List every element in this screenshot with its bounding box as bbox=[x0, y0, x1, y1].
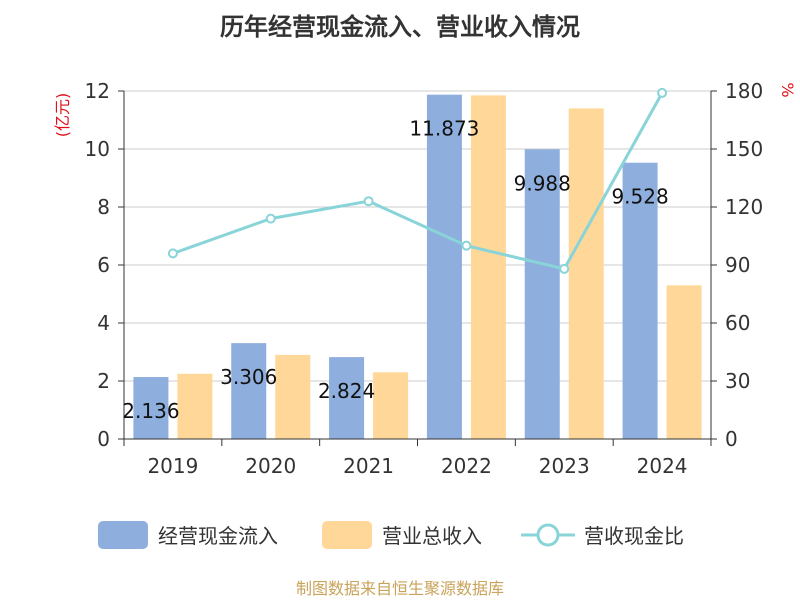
legend-label-cash-inflow: 经营现金流入 bbox=[158, 524, 278, 548]
ratio-line bbox=[167, 87, 668, 274]
ratio-point bbox=[363, 196, 374, 207]
bar-revenue bbox=[470, 95, 506, 439]
data-label-cash-inflow: 3.306 bbox=[220, 365, 277, 389]
x-tick-label: 2021 bbox=[343, 454, 394, 478]
y-left-tick-label: 6 bbox=[97, 253, 110, 277]
ratio-point bbox=[461, 240, 472, 251]
x-tick-label: 2019 bbox=[147, 454, 198, 478]
y-right-tick-label: 30 bbox=[725, 369, 750, 393]
source-note: 制图数据来自恒生聚源数据库 bbox=[296, 579, 504, 598]
x-tick-label: 2023 bbox=[539, 454, 590, 478]
y-left-tick-label: 2 bbox=[97, 369, 110, 393]
bar-revenue bbox=[177, 373, 213, 439]
y-right-tick-label: 120 bbox=[725, 195, 763, 219]
bar-cash-inflow bbox=[622, 162, 658, 440]
ratio-point bbox=[657, 87, 668, 98]
bar-cash-inflow bbox=[133, 377, 169, 439]
ratio-point bbox=[265, 213, 276, 224]
y-right-tick-label: 180 bbox=[725, 79, 763, 103]
y-right-tick-label: 60 bbox=[725, 311, 750, 335]
data-label-cash-inflow: 11.873 bbox=[409, 117, 479, 141]
y-left-tick-label: 10 bbox=[85, 137, 110, 161]
bars bbox=[133, 94, 702, 440]
bar-revenue bbox=[275, 354, 311, 439]
y-right-unit: % bbox=[778, 82, 797, 97]
x-tick-label: 2020 bbox=[245, 454, 296, 478]
legend-swatch-ratio-marker bbox=[536, 523, 560, 547]
y-left-tick-label: 4 bbox=[97, 311, 110, 335]
y-left-tick-label: 12 bbox=[85, 79, 110, 103]
ratio-point bbox=[167, 248, 178, 259]
y-left-tick-label: 0 bbox=[97, 427, 110, 451]
y-right-tick-label: 90 bbox=[725, 253, 750, 277]
ratio-line-path bbox=[172, 92, 664, 271]
x-tick-label: 2022 bbox=[441, 454, 492, 478]
legend-label-ratio: 营收现金比 bbox=[584, 524, 684, 548]
legend: 经营现金流入 营业总收入 营收现金比 bbox=[98, 521, 684, 549]
data-label-cash-inflow: 9.988 bbox=[514, 171, 571, 195]
bar-revenue bbox=[568, 108, 604, 440]
y-left-unit: (亿元) bbox=[53, 93, 72, 138]
bar-cash-inflow bbox=[524, 149, 560, 439]
chart-title: 历年经营现金流入、营业收入情况 bbox=[220, 13, 580, 41]
grid bbox=[124, 90, 711, 382]
x-tick-label: 2024 bbox=[637, 454, 688, 478]
ratio-point bbox=[559, 263, 570, 274]
legend-swatch-revenue bbox=[322, 521, 372, 549]
y-left-tick-label: 8 bbox=[97, 195, 110, 219]
data-labels: 2.136 3.306 2.824 11.873 9.988 9.528 bbox=[122, 117, 668, 423]
legend-label-revenue: 营业总收入 bbox=[382, 524, 482, 548]
bar-cash-inflow bbox=[329, 357, 365, 439]
data-label-cash-inflow: 2.824 bbox=[318, 379, 375, 403]
y-right-tick-label: 0 bbox=[725, 427, 738, 451]
data-label-cash-inflow: 9.528 bbox=[611, 185, 668, 209]
bar-cash-inflow bbox=[426, 94, 462, 440]
bar-revenue bbox=[373, 372, 409, 439]
data-label-cash-inflow: 2.136 bbox=[122, 399, 179, 423]
legend-swatch-cash-inflow bbox=[98, 521, 148, 549]
bar-revenue bbox=[666, 285, 702, 439]
y-right-tick-label: 150 bbox=[725, 137, 763, 161]
bar-cash-inflow bbox=[231, 343, 267, 439]
